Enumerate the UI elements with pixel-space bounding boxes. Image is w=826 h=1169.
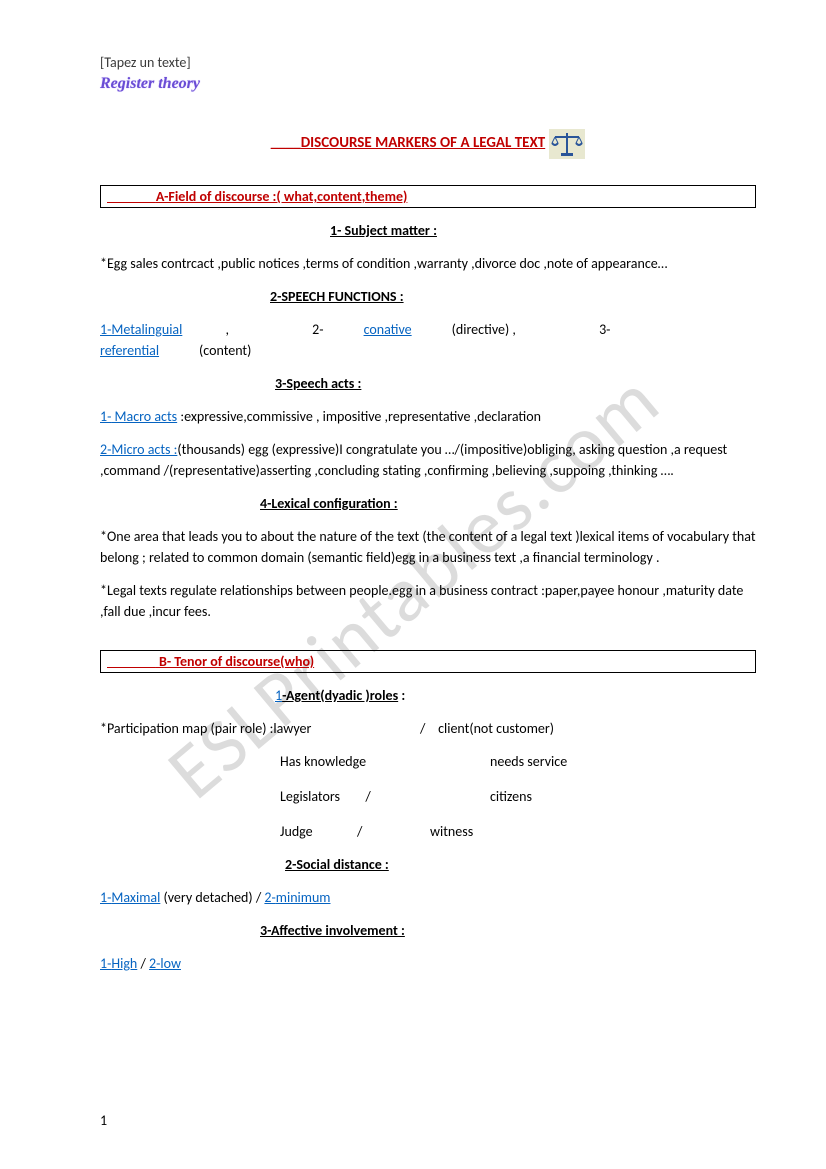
lexical-heading: 4-Lexical configuration : <box>260 495 756 512</box>
social-a: Maximal <box>111 889 160 906</box>
social-distance-heading: 2-Social distance : <box>285 856 756 873</box>
role4-a: Judge <box>280 823 313 840</box>
header-placeholder: [Tapez un texte] <box>100 54 756 71</box>
macro-text: :expressive,commissive , impositive ,rep… <box>177 408 541 425</box>
section-a-lead: _______ <box>107 188 156 205</box>
aff-mid: / <box>137 955 149 972</box>
social-b: minimum <box>276 889 331 906</box>
page-number: 1 <box>100 1112 107 1129</box>
main-title: ____DISCOURSE MARKERS OF A LEGAL TEXT <box>271 134 545 152</box>
aff-b: low <box>160 955 181 972</box>
referential-pre: 3- <box>599 321 610 338</box>
role-row-3: Legislators / citizens <box>100 786 756 807</box>
aff-a-pre: 1- <box>100 955 111 972</box>
section-b-label: B- Tenor of discourse(who) <box>156 653 314 670</box>
role2-a: Has knowledge <box>280 751 490 772</box>
title-text: DISCOURSE MARKERS OF A LEGAL TEXT <box>301 134 546 152</box>
main-title-row: ____DISCOURSE MARKERS OF A LEGAL TEXT <box>100 129 756 159</box>
social-a-pre: 1- <box>100 889 111 906</box>
role3-a: Legislators <box>280 788 340 805</box>
agent-heading: -Agent(dyadic )roles <box>282 687 398 704</box>
lexical-p2: *Legal texts regulate relationships betw… <box>100 580 756 622</box>
conative-pre: 2- <box>312 321 323 338</box>
micro-link: 2-Micro acts : <box>100 441 177 458</box>
social-mid: (very detached) / <box>160 889 264 906</box>
agent-post: : <box>398 687 405 704</box>
title-lead: ____ <box>271 134 301 152</box>
subject-matter-text: *Egg sales contrcact ,public notices ,te… <box>100 253 756 274</box>
speech-functions-row: 1-Metalinguial , 2- conative (directive) ,… <box>100 319 756 361</box>
micro-text: (thousands) egg (expressive)I congratula… <box>100 441 727 479</box>
aff-a: High <box>111 955 137 972</box>
conative-post: (directive) , <box>452 321 516 338</box>
role-row-1: *Participation map (pair role) :lawyer/ … <box>100 718 756 739</box>
social-b-pre: 2- <box>264 889 275 906</box>
role1-b: client(not customer) <box>438 720 554 737</box>
role-row-2: Has knowledgeneeds service <box>100 751 756 772</box>
role2-b: needs service <box>490 751 567 772</box>
agent-roles-heading: 1-Agent(dyadic )roles : <box>275 687 756 704</box>
metalinguial-link: 1-Metalinguial <box>100 321 182 338</box>
section-a-box: _______A-Field of discourse :( what,cont… <box>100 185 756 208</box>
register-theory-label: Register theory <box>100 75 756 93</box>
subject-matter-heading: 1- Subject matter : <box>330 222 756 239</box>
section-b-lead: _______ <box>107 653 156 670</box>
role3-b: citizens <box>490 786 532 807</box>
macro-pre: 1- <box>100 408 111 425</box>
macro-link: Macro acts <box>111 408 177 425</box>
referential-link: referential <box>100 342 159 359</box>
macro-acts-row: 1- Macro acts :expressive,commissive , i… <box>100 406 756 427</box>
aff-b-pre: 2- <box>149 955 160 972</box>
role1-a: *Participation map (pair role) :lawyer <box>100 718 420 739</box>
role1-sep: / <box>420 720 425 737</box>
affective-row: 1-High / 2-low <box>100 953 756 974</box>
affective-heading: 3-Affective involvement : <box>260 922 756 939</box>
role3-sep: / <box>365 788 370 805</box>
lexical-p1: *One area that leads you to about the na… <box>100 526 756 568</box>
referential-post: (content) <box>199 342 251 359</box>
social-distance-row: 1-Maximal (very detached) / 2-minimum <box>100 887 756 908</box>
speech-functions-heading: 2-SPEECH FUNCTIONS : <box>270 288 756 305</box>
scales-icon <box>549 129 585 159</box>
document-content: [Tapez un texte] Register theory ____DIS… <box>100 54 756 974</box>
role4-b: witness <box>430 821 473 842</box>
sep1: , <box>222 321 229 338</box>
micro-acts-row: 2-Micro acts :(thousands) egg (expressiv… <box>100 439 756 481</box>
role-row-4: Judge / witness <box>100 821 756 842</box>
section-a-label: A-Field of discourse :( what,content,the… <box>156 188 408 205</box>
role4-sep: / <box>357 823 362 840</box>
conative-link: conative <box>364 321 412 338</box>
section-b-box: _______ B- Tenor of discourse(who) <box>100 650 756 673</box>
speech-acts-heading: 3-Speech acts : <box>275 375 756 392</box>
